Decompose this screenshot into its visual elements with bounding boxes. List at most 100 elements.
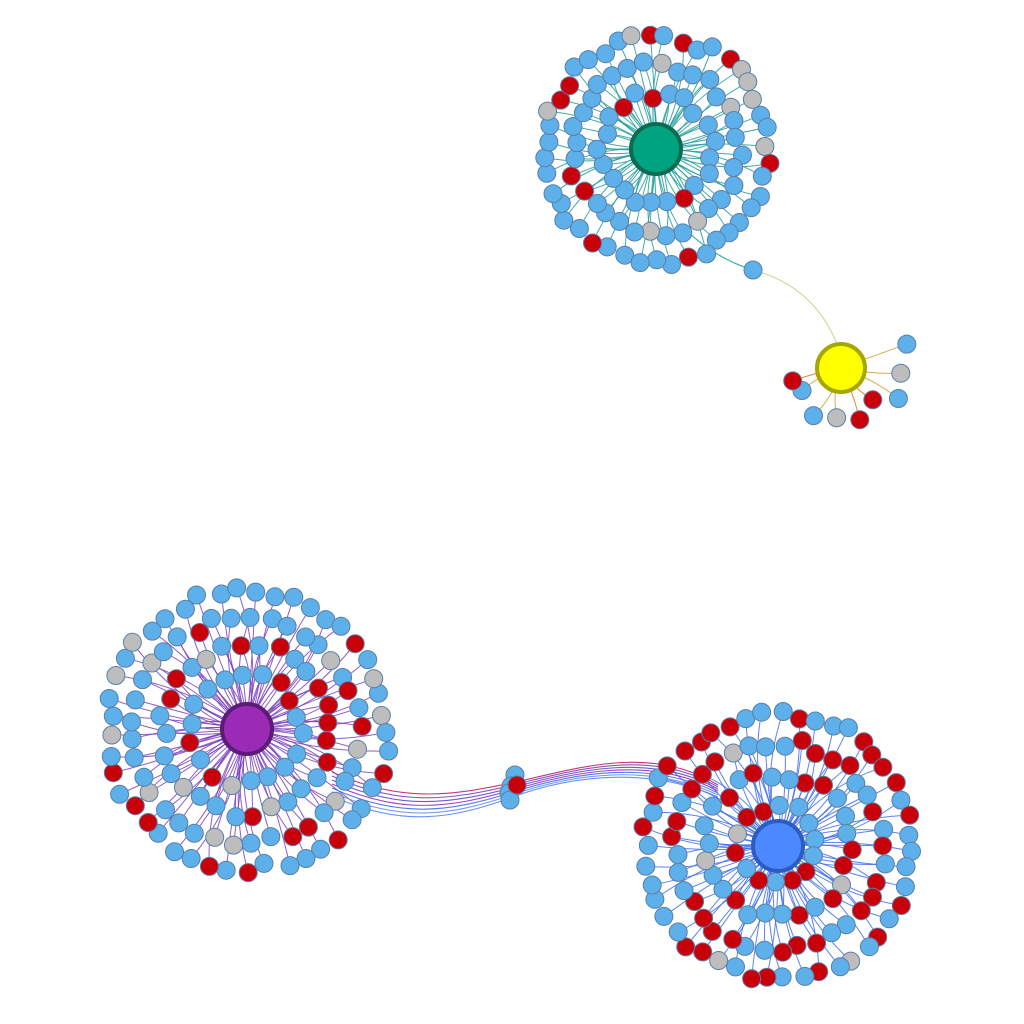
blue-leaf-node [720,788,739,808]
green-leaf-node [678,247,698,267]
blue-leaf-node [657,756,677,776]
blue-leaf-node [830,957,850,977]
green-leaf-node [641,192,661,212]
purple-leaf-node [362,778,382,798]
purple-leaf-node [231,636,251,656]
purple-leaf-node [283,827,303,847]
purple-hub-node [220,702,274,756]
green-leaf-node [738,72,758,92]
blue-leaf-node [723,929,743,949]
purple-leaf-node [153,642,173,662]
blue-leaf-node [638,835,658,855]
blue-leaf-node [822,923,842,943]
purple-leaf-node [161,689,181,709]
purple-leaf-node [222,776,242,795]
purple-leaf-node [161,764,181,784]
blue-leaf-node [795,773,815,793]
purple-leaf-node [212,636,232,656]
hubs-layer [220,122,867,873]
purple-leaf-node [374,764,394,784]
purple-leaf-node [238,863,258,883]
blue-leaf-node [739,736,759,756]
yellow-leaf-node [891,363,911,383]
blue-leaf-node [827,788,847,808]
blue-leaf-node [836,915,856,935]
purple-leaf-node [261,827,281,847]
purple-leaf-node [205,827,225,847]
purple-leaf-node [142,653,162,673]
green-leaf-node [633,52,653,72]
blue-leaf-node [654,906,674,926]
blue-leaf-node [805,897,825,917]
blue-leaf-node [773,942,793,962]
green-leaf-node [697,244,717,264]
blue-leaf-node [755,940,775,960]
purple-leaf-node [246,582,266,602]
purple-leaf-node [285,649,305,669]
green-leaf-node [625,83,645,103]
blue-leaf-node [736,709,756,729]
blue-leaf-node [703,796,722,816]
green-leaf-node [563,117,583,136]
purple-leaf-node [314,803,334,823]
purple-leaf-node [165,842,184,862]
purple-leaf-node [298,817,318,837]
purple-leaf-node [122,632,142,652]
blue-leaf-node [891,790,911,810]
blue-leaf-node [737,807,757,827]
blue-leaf-node [676,937,696,957]
yellow-leaf-node [850,410,870,430]
green-leaf-node [551,90,571,110]
blue-leaf-node [832,875,851,895]
purple-leaf-node [352,716,372,736]
blue-leaf-node [863,887,882,907]
purple-leaf-node [196,649,216,669]
green-leaf-node [560,76,580,96]
nodes-layer [99,25,921,989]
purple-leaf-node [187,585,206,605]
purple-leaf-node [243,807,262,827]
green-leaf-node [674,88,694,108]
purple-leaf-node [134,767,154,787]
blue-leaf-node [782,870,802,890]
green-leaf-node [617,58,637,78]
green-leaf-node [724,176,744,195]
purple-leaf-node [173,777,193,797]
blue-leaf-node [814,775,833,795]
blue-leaf-node [702,921,722,941]
green-leaf-node [724,158,744,177]
green-leaf-node [673,223,693,243]
green-leaf-node [587,75,607,94]
green-leaf-node [575,181,595,201]
green-leaf-node [625,222,645,242]
purple-leaf-node [358,650,378,670]
purple-leaf-node [122,729,142,749]
purple-leaf-node [201,608,221,628]
blue-leaf-node [795,966,815,986]
blue-leaf-node [879,909,899,929]
green-leaf-node [583,233,602,253]
blue-leaf-node [805,711,825,731]
green-leaf-node [539,132,559,152]
purple-leaf-node [106,666,126,685]
purple-leaf-node [318,713,338,733]
purple-leaf-node [241,771,261,791]
green-leaf-node [683,65,703,85]
green-leaf-node [724,111,744,130]
blue-leaf-node [720,717,740,737]
green-leaf-node [702,37,722,57]
purple-leaf-node [321,651,341,671]
purple-leaf-node [316,731,336,750]
blue-leaf-node [752,702,772,722]
yellow-leaf-node [783,371,803,391]
green-leaf-node [615,180,635,200]
green-leaf-node [621,26,641,46]
purple-leaf-node [190,786,210,806]
blue-leaf-node [713,879,733,899]
purple-leaf-node [154,746,174,766]
blue-leaf-node [773,702,793,721]
green-leaf-node [610,211,630,231]
green-leaf-node [604,168,623,188]
purple-leaf-node [184,694,204,714]
green-leaf-node [561,166,581,186]
